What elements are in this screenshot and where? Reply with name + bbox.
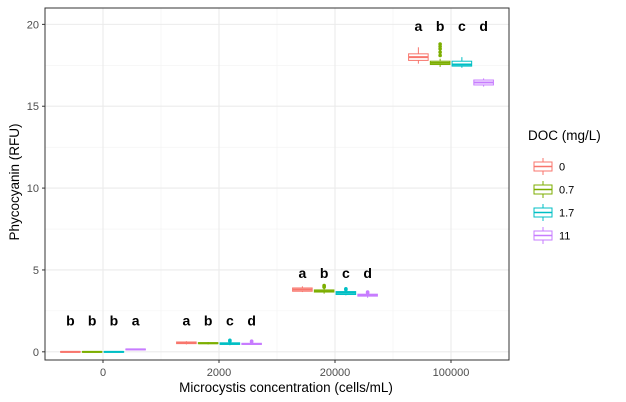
y-tick-label: 0	[33, 347, 39, 359]
box-outlier-point	[344, 286, 348, 291]
legend-label: 1.7	[559, 208, 574, 220]
plot-border	[44, 7, 510, 361]
x-tick-label: 2000	[207, 367, 231, 379]
box-11-2000	[241, 339, 262, 345]
box-1.7-2000	[219, 338, 241, 346]
significance-letter: c	[226, 313, 234, 329]
legend-item-11: 11	[533, 227, 570, 244]
significance-letter: b	[66, 313, 75, 329]
significance-letter: d	[479, 18, 488, 34]
box-outlier-point	[438, 42, 442, 46]
legend-label: 11	[559, 231, 570, 243]
significance-letter: a	[414, 18, 422, 34]
x-tick-label: 20000	[320, 367, 351, 379]
significance-letter: b	[110, 313, 119, 329]
box-1.7-20000	[335, 286, 357, 296]
box-0.7-20000	[313, 283, 335, 294]
significance-letter: a	[132, 313, 140, 329]
legend-label: 0.7	[559, 185, 574, 197]
box-outlier-point	[249, 339, 254, 343]
box-0-100000	[408, 47, 429, 64]
box-1.7-0	[103, 350, 125, 353]
legend-title: DOC (mg/L)	[528, 128, 601, 143]
box-outlier-point	[438, 53, 442, 58]
box-0.7-2000	[197, 341, 219, 345]
box-1.7-100000	[451, 57, 473, 68]
box-outlier-point	[322, 283, 326, 288]
y-tick-label: 5	[33, 265, 39, 277]
box-0-20000	[292, 286, 313, 293]
box-11-0	[125, 348, 146, 351]
box-series-layer	[60, 42, 494, 353]
box-11-20000	[357, 290, 378, 298]
box-outlier-point	[228, 338, 232, 343]
x-tick-label: 100000	[433, 367, 470, 379]
x-tick-label: 0	[100, 367, 106, 379]
legend-item-1.7: 1.7	[533, 204, 574, 221]
y-tick-label: 10	[27, 183, 39, 195]
significance-letter: c	[342, 265, 350, 281]
box-outlier-point	[438, 50, 442, 55]
box-0.7-0	[81, 350, 103, 353]
legend-item-0.7: 0.7	[533, 181, 574, 198]
y-axis-title: Phycocyanin (RFU)	[7, 123, 22, 240]
box-11-100000	[473, 78, 494, 87]
box-0-2000	[176, 341, 197, 345]
box-outlier-point	[365, 290, 370, 294]
legend-item-0: 0	[533, 158, 565, 175]
significance-letter: b	[204, 313, 213, 329]
y-tick-label: 15	[27, 101, 39, 113]
significance-letter: b	[320, 265, 329, 281]
significance-letter: a	[298, 265, 306, 281]
significance-letter: b	[88, 313, 97, 329]
y-tick-label: 20	[27, 19, 39, 31]
significance-letter: b	[436, 18, 445, 34]
x-axis-title: Microcystis concentration (cells/mL)	[179, 380, 393, 395]
legend: DOC (mg/L) 0 0.7 1.7 11	[528, 128, 601, 244]
box-0-0	[60, 350, 81, 353]
significance-letter: d	[247, 313, 256, 329]
legend-label: 0	[559, 162, 565, 174]
significance-letter: a	[182, 313, 190, 329]
axes: 0 5 10 15 20 0 2000 20000 100000	[27, 7, 510, 379]
significance-letter: d	[363, 265, 372, 281]
box-0.7-100000	[429, 42, 451, 67]
significance-letter: c	[458, 18, 466, 34]
